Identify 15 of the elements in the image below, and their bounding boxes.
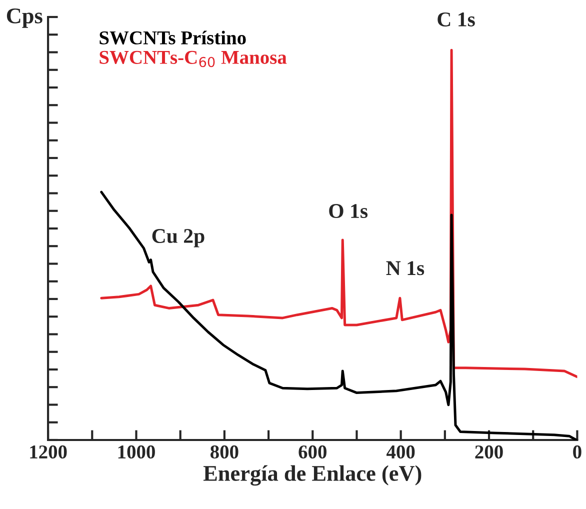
x-tick-label: 1000 xyxy=(118,445,155,459)
x-tick-label: 800 xyxy=(210,445,238,459)
x-tick-label: 400 xyxy=(386,445,415,459)
x-tick-label: 0 xyxy=(573,445,582,459)
text: SWCNTs Prístino xyxy=(100,30,246,45)
x-tick-label: 1200 xyxy=(30,445,67,459)
annotation: O 1s xyxy=(329,204,368,218)
text: SWCNTs-C$_{60}$ Manosa xyxy=(100,50,287,68)
x-tick-label: 600 xyxy=(298,445,326,459)
annotation: N 1s xyxy=(386,261,424,276)
x-tick-label: 200 xyxy=(475,445,503,459)
x-axis-title: Energía de Enlace (eV) xyxy=(203,465,422,486)
annotation: Cu 2p xyxy=(152,229,204,248)
y-axis-title: Cps xyxy=(6,8,42,28)
text: C 1s xyxy=(438,12,475,26)
